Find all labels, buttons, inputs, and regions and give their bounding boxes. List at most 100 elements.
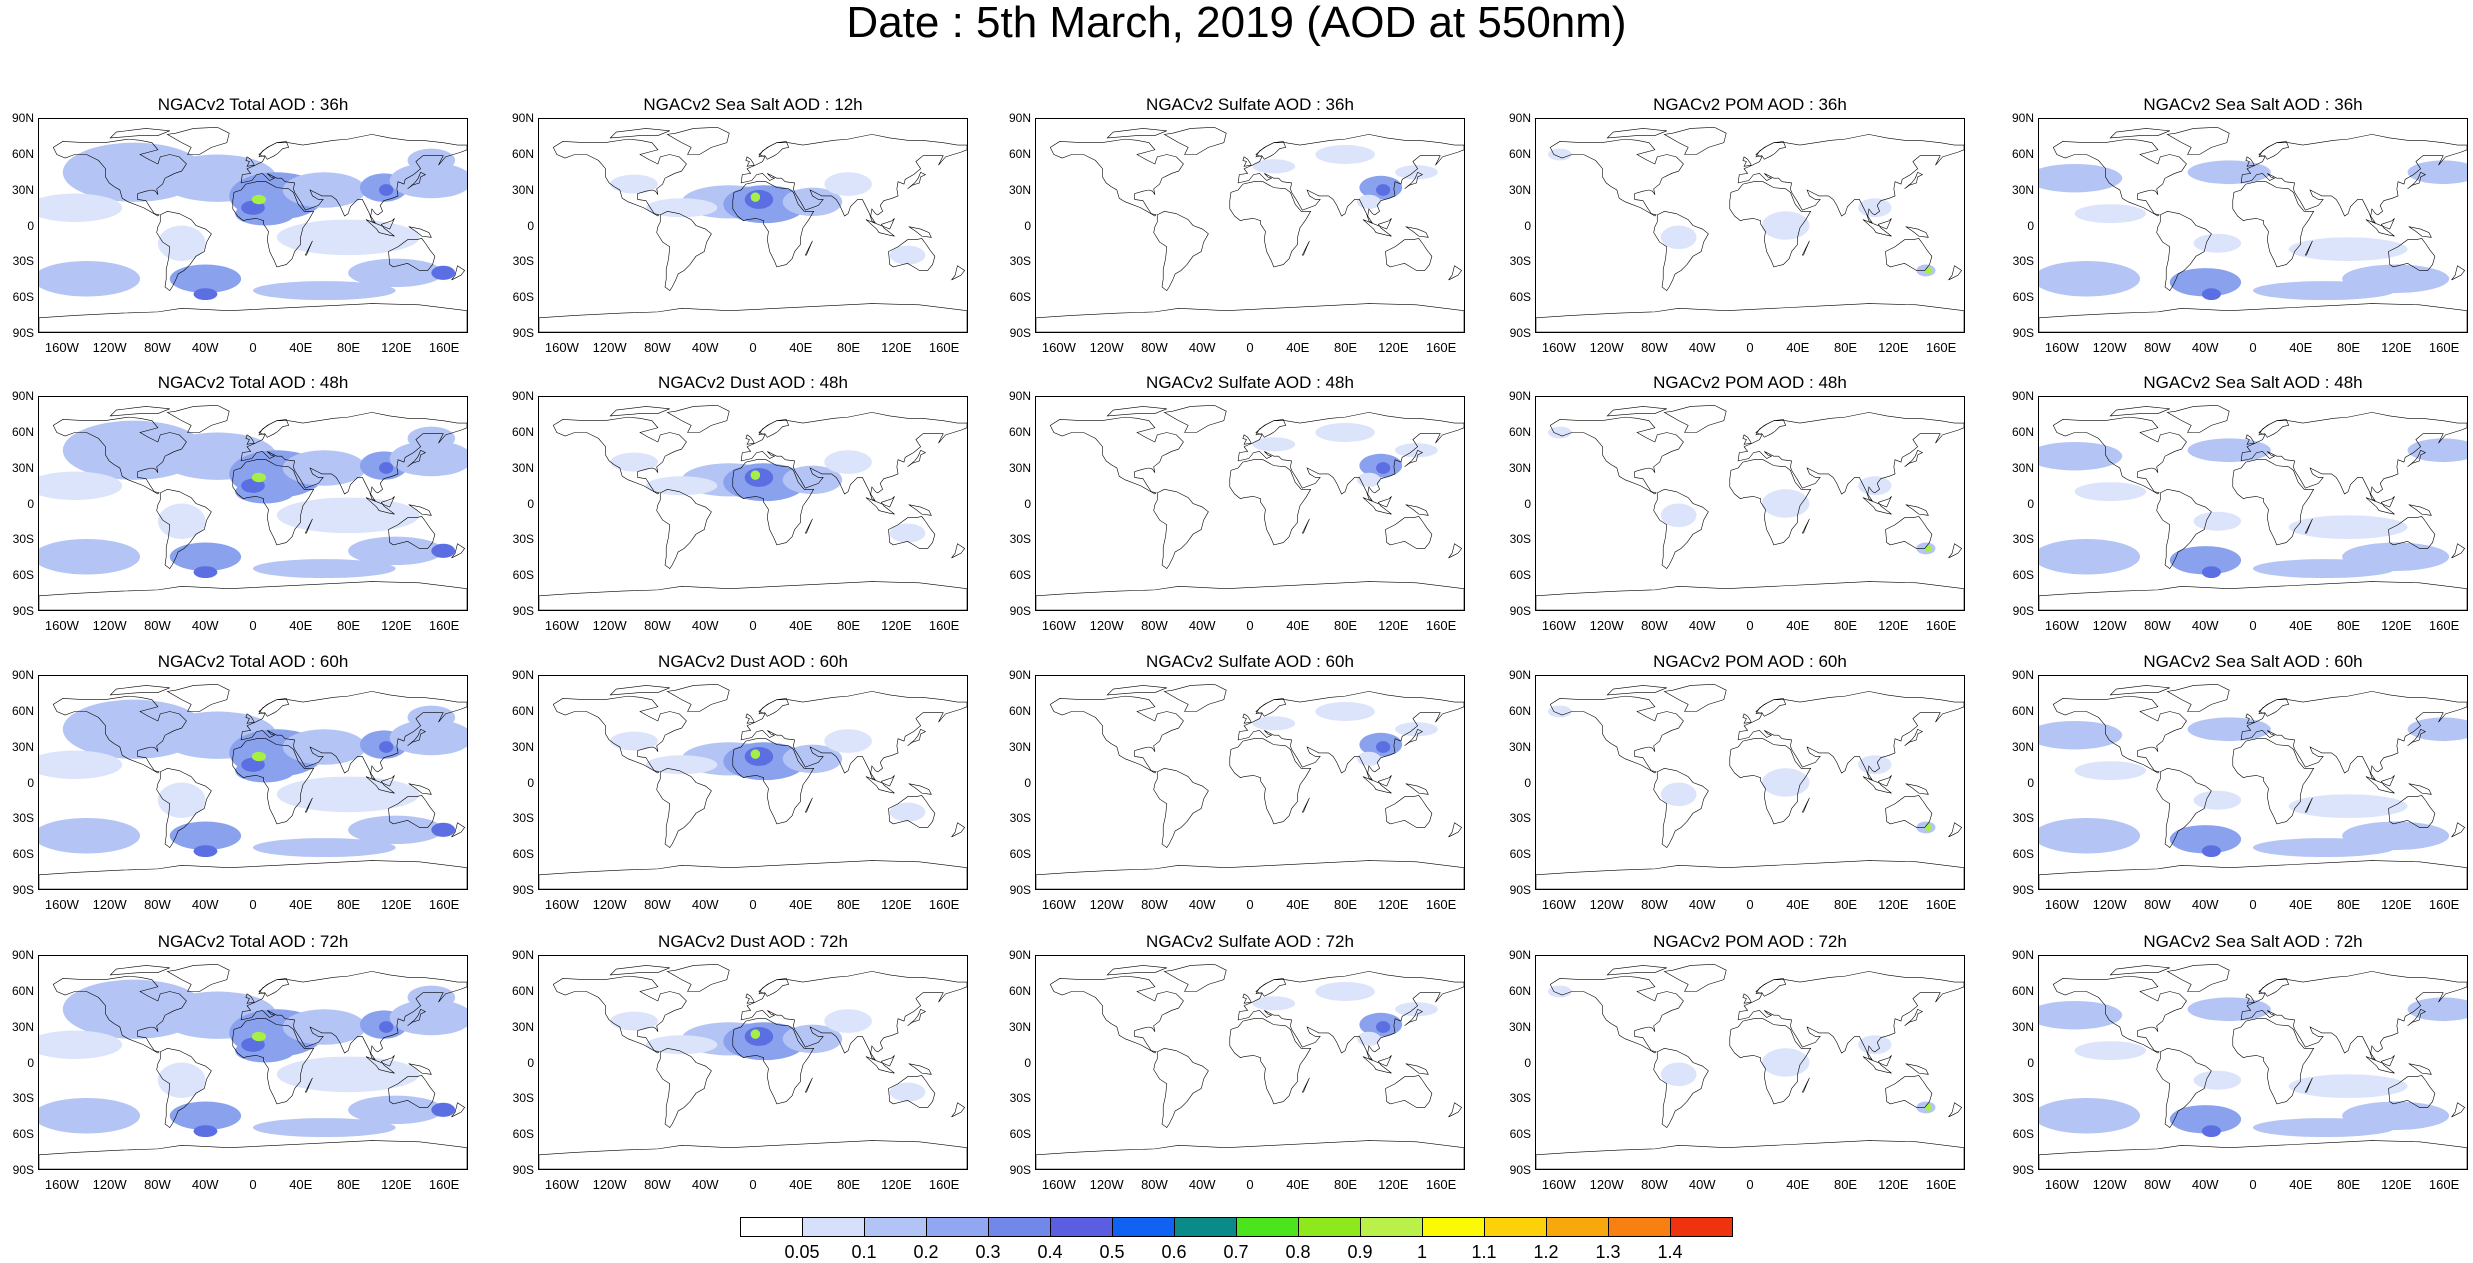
- lon-tick-label: 160E: [428, 1177, 460, 1192]
- aod-blob: [282, 172, 366, 208]
- coastline-japan: [908, 172, 926, 189]
- lon-tick-label: 120W: [2092, 618, 2127, 633]
- coastline-australia: [1886, 517, 1932, 549]
- coastline-eurasia: [1738, 412, 1964, 501]
- coastline-greenland: [2167, 684, 2229, 711]
- lon-tick-label: 160E: [428, 618, 460, 633]
- coastline-eurasia: [1238, 412, 1464, 501]
- coastline-antarctic-edge: [39, 304, 467, 332]
- lat-tick-label: 0: [527, 775, 534, 790]
- coastline-africa: [1230, 460, 1311, 545]
- colorbar-swatch: [1174, 1217, 1237, 1237]
- coastline-australia: [389, 1076, 435, 1108]
- lat-tick-label: 30N: [511, 739, 534, 754]
- lon-tick-label: 120W: [1089, 897, 1124, 912]
- aod-blob: [253, 1118, 396, 1138]
- lon-tick-label: 80E: [836, 1177, 861, 1192]
- coastline-north-america: [2053, 976, 2186, 1053]
- colorbar: 0.05 0.1 0.2 0.3 0.4 0.5 0.6 0.7 0.8 0.9 1 1.1 1.2 1.…: [740, 1217, 1733, 1263]
- coastline-eurasia: [741, 134, 967, 223]
- lon-tick-label: 80W: [1641, 1177, 1668, 1192]
- coastline-indonesia: [2366, 496, 2395, 514]
- coastline-arctic-islands: [1607, 406, 1666, 415]
- lat-tick-label: 60S: [1009, 847, 1031, 862]
- lon-tick-label: 40W: [1688, 618, 1716, 633]
- coastline-arctic-islands: [610, 128, 669, 137]
- lon-tick-label: 160E: [1925, 897, 1957, 912]
- panel-title: NGACv2 POM AOD : 72h: [1653, 932, 1847, 951]
- aod-blob: [379, 462, 394, 474]
- lon-tick-label: 120W: [592, 618, 627, 633]
- coastlines: [39, 405, 467, 610]
- lat-tick-label: 30S: [12, 532, 34, 547]
- map-panel: NGACv2 Dust AOD : 60h 90N 60N 30N 0 30S 60S 90S…: [512, 652, 968, 911]
- lon-tick-label: 120W: [592, 897, 627, 912]
- coastline-antarctic-edge: [39, 1141, 467, 1169]
- coastline-uk: [1743, 994, 1751, 1003]
- lon-tick-label: 160W: [1041, 618, 1076, 633]
- coastline-japan: [1905, 1009, 1923, 1026]
- lon-tick-label: 120E: [1878, 340, 1909, 355]
- lon-tick-label: 120E: [381, 897, 412, 912]
- aod-blob: [1660, 1062, 1697, 1087]
- coastlines: [1036, 964, 1464, 1169]
- lon-tick-label: 160E: [2428, 1177, 2460, 1192]
- coastline-greenland: [167, 964, 229, 991]
- lat-tick-label: 90N: [1508, 389, 1531, 403]
- lat-tick-label: 30N: [1508, 739, 1531, 754]
- coastline-eurasia: [241, 971, 467, 1060]
- coastline-north-america: [553, 976, 686, 1053]
- colorbar-swatch: [1112, 1217, 1175, 1237]
- coastline-north-america: [53, 139, 186, 216]
- coastline-south-america: [657, 211, 712, 290]
- aod-blob: [2074, 204, 2146, 224]
- coastline-arctic-islands: [110, 965, 169, 974]
- lon-tick-label: 80W: [1141, 340, 1168, 355]
- aod-blob: [282, 450, 366, 486]
- aod-field: [2039, 717, 2467, 858]
- lon-tick-label: 0: [1246, 897, 1254, 912]
- coastlines: [2039, 127, 2467, 332]
- aod-blob: [1858, 476, 1892, 496]
- aod-blob: [157, 782, 206, 818]
- coastline-greenland: [167, 405, 229, 432]
- coastline-north-america: [1050, 976, 1183, 1053]
- aod-blob: [241, 478, 265, 493]
- lat-tick-label: 30S: [1509, 1091, 1531, 1106]
- colorbar-label: 1.4: [1657, 1242, 1683, 1262]
- lon-tick-label: 40E: [2289, 618, 2313, 633]
- lon-tick-label: 160E: [928, 340, 960, 355]
- aod-blob: [1547, 705, 1572, 718]
- coastline-australia: [889, 239, 935, 271]
- lat-tick-label: 30S: [1009, 254, 1031, 269]
- lat-tick-label: 0: [27, 496, 34, 511]
- coastline-australia: [889, 517, 935, 549]
- coastline-new-zealand: [2452, 266, 2465, 280]
- lon-tick-label: 120E: [881, 897, 912, 912]
- coastline-antarctic-edge: [539, 1141, 967, 1169]
- lat-tick-label: 60S: [2012, 1127, 2034, 1142]
- lat-tick-label: 60S: [2012, 847, 2034, 862]
- lon-tick-label: 40E: [1286, 340, 1310, 355]
- aod-blob: [407, 426, 456, 451]
- coastline-new-guinea: [2409, 1064, 2432, 1075]
- coastline-uk: [2246, 714, 2254, 723]
- lat-tick-label: 30S: [512, 254, 534, 269]
- lat-tick-label: 60S: [1009, 1127, 1031, 1142]
- coastline-new-zealand: [2452, 823, 2465, 837]
- lat-tick-label: 90N: [511, 111, 534, 125]
- lat-tick-label: 30N: [11, 460, 34, 475]
- coastline-arctic-islands: [110, 406, 169, 415]
- lat-tick-label: 30S: [1509, 532, 1531, 547]
- lon-tick-label: 40W: [2191, 618, 2219, 633]
- lon-tick-label: 80E: [836, 618, 861, 633]
- lat-tick-label: 90S: [1009, 604, 1031, 618]
- coastline-scandinavia: [1756, 978, 1786, 996]
- lon-tick-label: 40E: [1786, 340, 1810, 355]
- aod-blob: [1924, 544, 1932, 553]
- coastline-greenland: [1164, 684, 1226, 711]
- lon-tick-label: 40W: [1188, 618, 1216, 633]
- coastlines: [1536, 684, 1964, 889]
- coastline-greenland: [667, 964, 729, 991]
- lat-tick-label: 60N: [2011, 424, 2034, 439]
